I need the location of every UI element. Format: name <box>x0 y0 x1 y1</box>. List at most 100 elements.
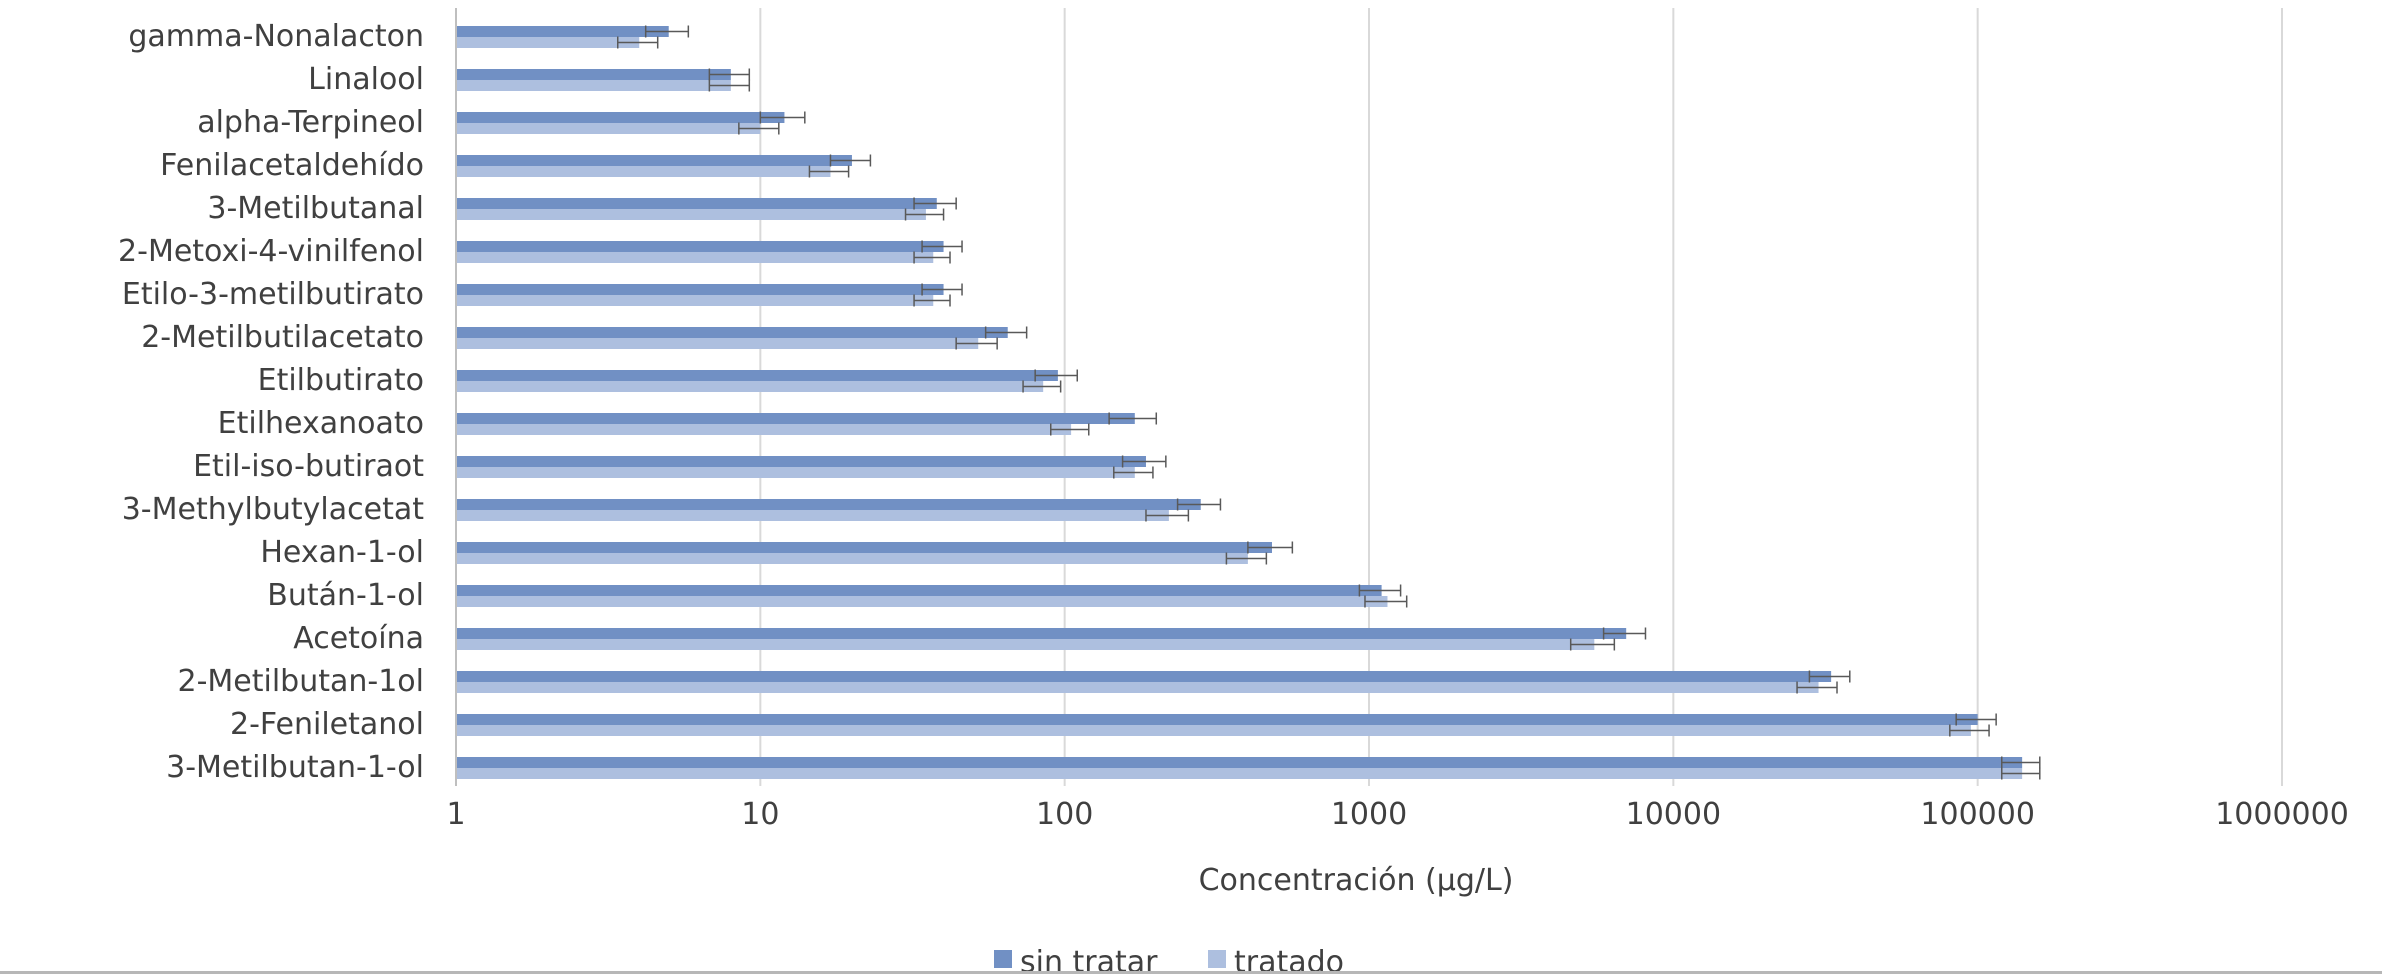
error-bars <box>616 25 2041 780</box>
error-bar <box>1049 423 1090 436</box>
x-tick-label: 100 <box>1036 797 1093 832</box>
error-bar <box>1569 638 1616 651</box>
bar-tratado <box>456 209 926 220</box>
bar-tratado <box>456 252 934 263</box>
bar-sin-tratar <box>456 499 1201 510</box>
error-bar <box>1113 466 1154 479</box>
category-label: 2-Metilbutan-1ol <box>177 664 424 699</box>
category-labels: gamma-Nonalacton Linalool alpha-Terpineol F… <box>118 19 424 785</box>
x-tick-label: 100000 <box>1920 797 2035 832</box>
x-tick-label: 1000 <box>1331 797 1407 832</box>
error-bar <box>1022 380 1062 393</box>
error-bar <box>921 240 963 253</box>
category-label: Acetoína <box>293 621 424 656</box>
bar-sin-tratar <box>456 155 852 166</box>
bar-sin-tratar <box>456 456 1146 467</box>
bar-sin-tratar <box>456 542 1272 553</box>
category-label: Linalool <box>308 62 424 97</box>
category-label: Etil-iso-butiraot <box>193 449 424 484</box>
legend: sin tratar tratado <box>994 945 1344 974</box>
bar-tratado <box>456 295 934 306</box>
bar-tratado <box>456 381 1044 392</box>
category-label: Hexan-1-ol <box>260 535 424 570</box>
category-label: Etilbutirato <box>258 363 424 398</box>
bar-tratado <box>456 80 731 91</box>
error-bar <box>1955 713 1997 726</box>
error-bar <box>904 208 945 221</box>
error-bar <box>984 326 1028 339</box>
error-bar <box>708 68 751 81</box>
error-bar <box>1364 595 1408 608</box>
error-bar <box>1602 627 1647 640</box>
error-bar <box>1949 724 1990 737</box>
error-bar <box>616 36 659 49</box>
error-bar <box>1247 541 1294 554</box>
bar-sin-tratar <box>456 198 937 209</box>
bar-tratado <box>456 338 979 349</box>
bar-sin-tratar <box>456 585 1382 596</box>
x-tick-label: 1000000 <box>2215 797 2349 832</box>
category-label: 2-Metoxi-4-vinilfenol <box>118 234 424 269</box>
bar-sin-tratar <box>456 757 2023 768</box>
gridlines <box>759 8 2283 786</box>
category-label: 3-Methylbutylacetat <box>122 492 425 527</box>
category-label: 3-Metilbutanal <box>207 191 424 226</box>
bar-sin-tratar <box>456 69 731 80</box>
error-bar <box>1176 498 1222 511</box>
error-bar <box>1808 670 1851 683</box>
bar-tratado <box>456 510 1169 521</box>
error-bar <box>2001 756 2041 769</box>
error-bar <box>1358 584 1402 597</box>
error-bar <box>1121 455 1167 468</box>
category-label: Etilhexanoato <box>218 406 424 441</box>
bar-sin-tratar <box>456 327 1008 338</box>
error-bar <box>2001 767 2041 780</box>
category-label: Etilo-3-metilbutirato <box>122 277 424 312</box>
bars <box>456 26 2023 779</box>
x-tick-label: 10 <box>741 797 779 832</box>
error-bar <box>913 197 957 210</box>
category-label: 3-Metilbutan-1-ol <box>166 750 424 785</box>
error-bar <box>921 283 963 296</box>
category-label: 2-Metilbutilacetato <box>141 320 424 355</box>
bar-tratado <box>456 467 1135 478</box>
error-bar <box>708 79 751 92</box>
error-bar <box>913 294 951 307</box>
bar-sin-tratar <box>456 112 785 123</box>
error-bar <box>955 337 998 350</box>
error-bar <box>1034 369 1079 382</box>
bar-sin-tratar <box>456 413 1135 424</box>
error-bar <box>644 25 690 38</box>
category-label: 2-Feniletanol <box>230 707 424 742</box>
legend-swatch <box>1208 950 1226 968</box>
category-label: gamma-Nonalacton <box>128 19 424 54</box>
bar-sin-tratar <box>456 26 669 37</box>
error-bar <box>738 122 780 135</box>
x-tick-label: 10000 <box>1626 797 1721 832</box>
bar-tratado <box>456 596 1388 607</box>
bar-sin-tratar <box>456 241 944 252</box>
error-bar <box>829 154 872 167</box>
bottom-divider <box>0 971 2382 974</box>
category-label: Fenilacetaldehído <box>160 148 424 183</box>
error-bar <box>1108 412 1158 425</box>
error-bar <box>1145 509 1190 522</box>
error-bar <box>913 251 951 264</box>
bar-tratado <box>456 37 640 48</box>
error-bar <box>759 111 806 124</box>
bar-sin-tratar <box>456 370 1058 381</box>
bar-tratado <box>456 682 1819 693</box>
x-tick-labels: 1 10 100 1000 10000 100000 1000000 <box>446 797 2348 832</box>
bar-tratado <box>456 639 1595 650</box>
category-label: Bután-1-ol <box>267 578 424 613</box>
error-bar <box>1225 552 1268 565</box>
bar-sin-tratar <box>456 628 1627 639</box>
legend-label: tratado <box>1234 945 1344 974</box>
error-bar <box>808 165 850 178</box>
category-label: alpha-Terpineol <box>197 105 424 140</box>
bar-sin-tratar <box>456 671 1832 682</box>
legend-label: sin tratar <box>1020 945 1158 974</box>
error-bar <box>1796 681 1838 694</box>
bar-sin-tratar <box>456 284 944 295</box>
